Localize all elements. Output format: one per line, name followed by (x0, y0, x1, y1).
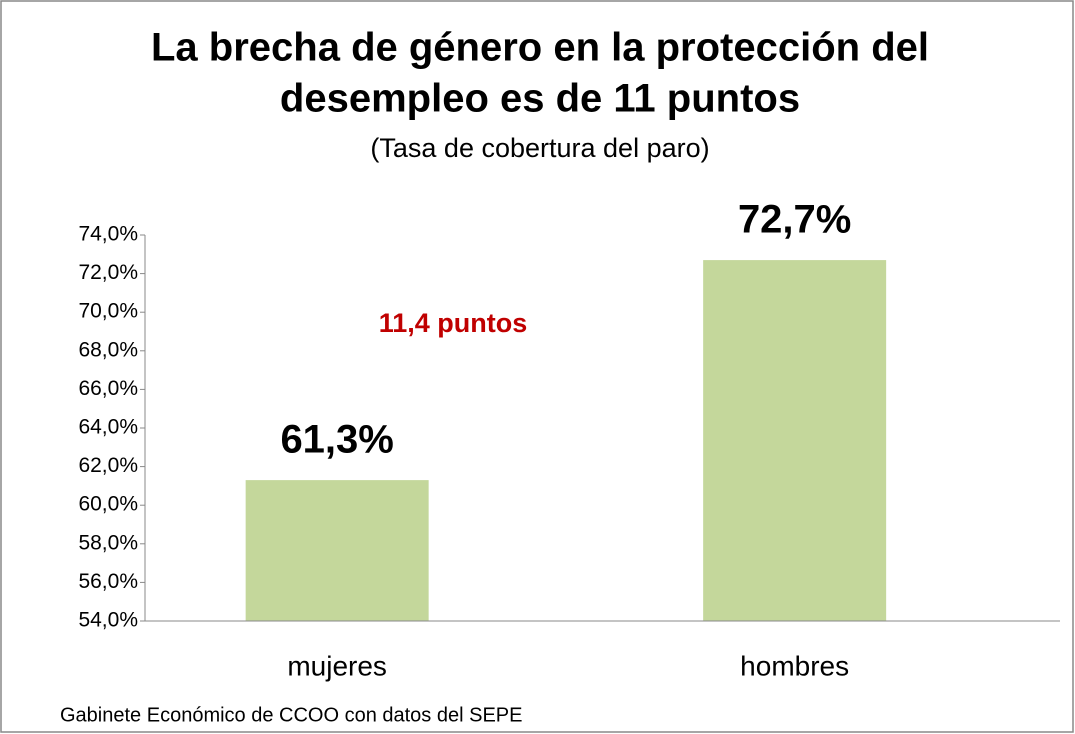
chart-title: La brecha de género en la protección del (151, 26, 929, 70)
source-note: Gabinete Económico de CCOO con datos del… (60, 704, 522, 726)
y-tick-label: 70,0% (78, 300, 138, 323)
x-tick-label: mujeres (287, 650, 387, 681)
bar (703, 260, 887, 621)
value-label: 72,7% (738, 198, 851, 242)
y-tick-label: 54,0% (78, 609, 138, 632)
y-tick-label: 58,0% (78, 531, 138, 554)
value-label: 61,3% (280, 418, 393, 462)
y-tick-label: 72,0% (78, 261, 138, 284)
y-tick-label: 60,0% (78, 493, 138, 516)
x-tick-label: hombres (740, 650, 849, 681)
y-tick-label: 62,0% (78, 454, 138, 477)
y-tick-label: 56,0% (78, 570, 138, 593)
y-tick-label: 66,0% (78, 377, 138, 400)
annotation: 11,4 puntos (379, 308, 528, 338)
y-tick-label: 68,0% (78, 338, 138, 361)
y-tick-label: 74,0% (78, 223, 138, 246)
chart-subtitle: (Tasa de cobertura del paro) (370, 133, 709, 163)
y-tick-label: 64,0% (78, 416, 138, 439)
bar (245, 480, 429, 621)
chart-title: desempleo es de 11 puntos (280, 77, 800, 121)
